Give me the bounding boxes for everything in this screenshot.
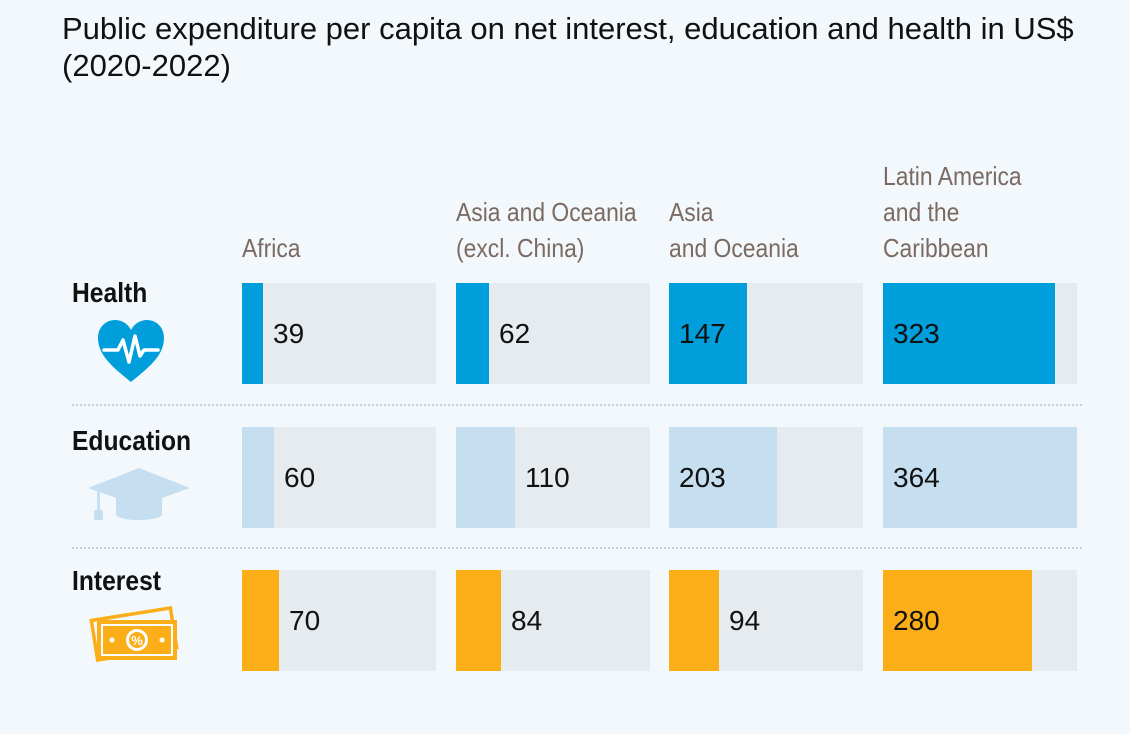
region-label-line: Caribbean [883,233,989,263]
bar [456,283,489,384]
bar [669,283,747,384]
graduation-cap-icon [88,468,190,520]
series-label: Education [72,425,192,456]
region-label-line: (excl. China) [456,233,585,263]
data-label: 280 [893,604,940,636]
row-divider [72,404,1082,406]
data-label: 70 [289,604,321,636]
data-label: 110 [525,461,570,493]
region-label-line: Asia and Oceania [456,197,637,227]
row-divider [72,547,1082,549]
chart-title: Public expenditure per capita on net int… [62,11,1074,83]
bar [456,570,501,671]
data-label: 62 [499,317,531,349]
svg-text:%: % [131,633,143,648]
region-label-line: Latin America [883,161,1022,191]
data-label: 147 [679,317,726,349]
data-label: 94 [729,604,761,636]
heart-pulse-icon [98,320,164,382]
region-label-line: and Oceania [669,233,799,263]
series-label: Health [72,277,148,308]
money-percent-icon: % [89,606,179,662]
data-label: 203 [679,461,726,493]
region-label-line: Asia [669,197,714,227]
data-label: 60 [284,461,316,493]
bar-track [242,283,436,384]
region-label-line: and the [883,197,960,227]
bar [883,570,1032,671]
data-label: 323 [893,317,940,349]
bar [669,570,719,671]
bar [669,427,777,528]
region-label-line: Africa [242,233,301,263]
bar [883,427,1077,528]
bar-track [242,427,436,528]
data-label: 364 [893,461,940,493]
bar [883,283,1055,384]
data-label: 39 [273,317,305,349]
bar [456,427,515,528]
bar [242,570,279,671]
bar [242,427,274,528]
series-label: Interest [72,565,162,596]
bar [242,283,263,384]
data-label: 84 [511,604,543,636]
